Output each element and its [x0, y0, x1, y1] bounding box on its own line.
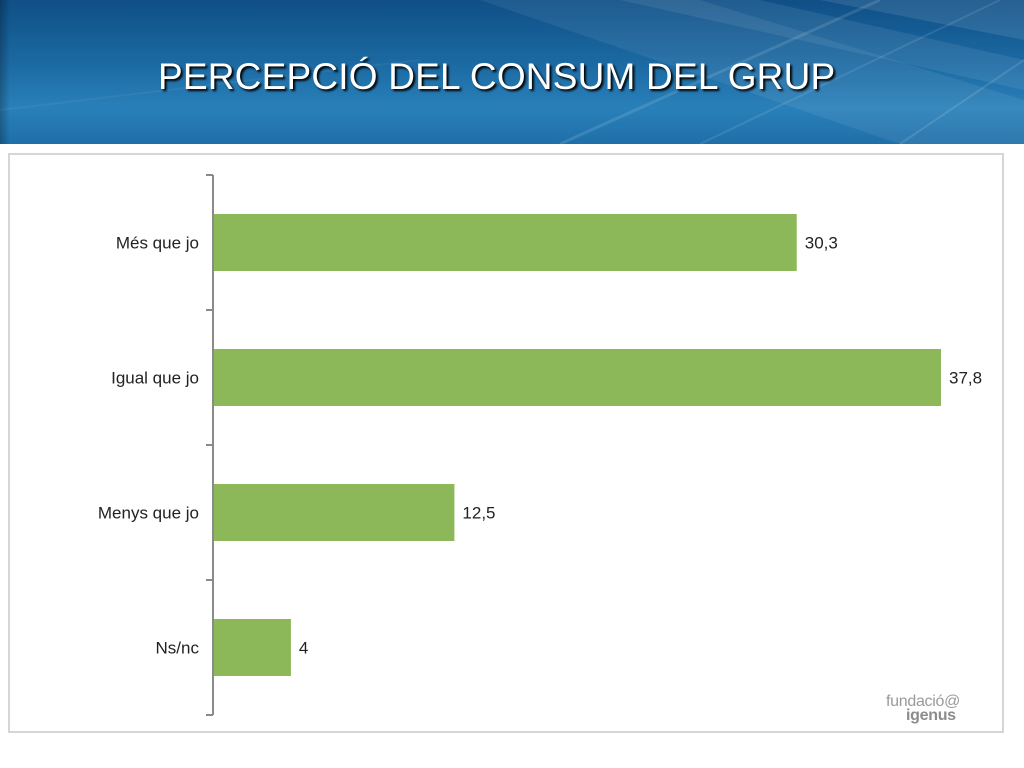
- logo-line-2: igenus: [906, 707, 956, 724]
- value-label: 12,5: [462, 504, 495, 523]
- title-banner: PERCEPCIÓ DEL CONSUM DEL GRUP: [0, 0, 1024, 144]
- chart-frame: Més que jo 30,3 Igual que jo 37,8 Menys que …: [8, 153, 1004, 733]
- logo-line-1: fundació@: [886, 693, 961, 710]
- category-label: Més que jo: [116, 234, 199, 253]
- banner-edge-shadow: [0, 0, 10, 144]
- banner-background-graphic: [0, 0, 1024, 144]
- category-label: Menys que jo: [98, 504, 199, 523]
- foundation-logo: fundació@ igenus: [886, 693, 976, 729]
- bar: [214, 214, 797, 271]
- value-label: 30,3: [805, 234, 838, 253]
- bar: [214, 349, 941, 406]
- category-label: Igual que jo: [111, 369, 199, 388]
- slide-title: PERCEPCIÓ DEL CONSUM DEL GRUP: [158, 56, 836, 97]
- value-label: 37,8: [949, 369, 982, 388]
- bar-chart: Més que jo 30,3 Igual que jo 37,8 Menys que …: [98, 174, 982, 716]
- category-label: Ns/nc: [156, 639, 200, 658]
- bar: [214, 484, 455, 541]
- bar: [214, 619, 291, 676]
- value-label: 4: [299, 639, 308, 658]
